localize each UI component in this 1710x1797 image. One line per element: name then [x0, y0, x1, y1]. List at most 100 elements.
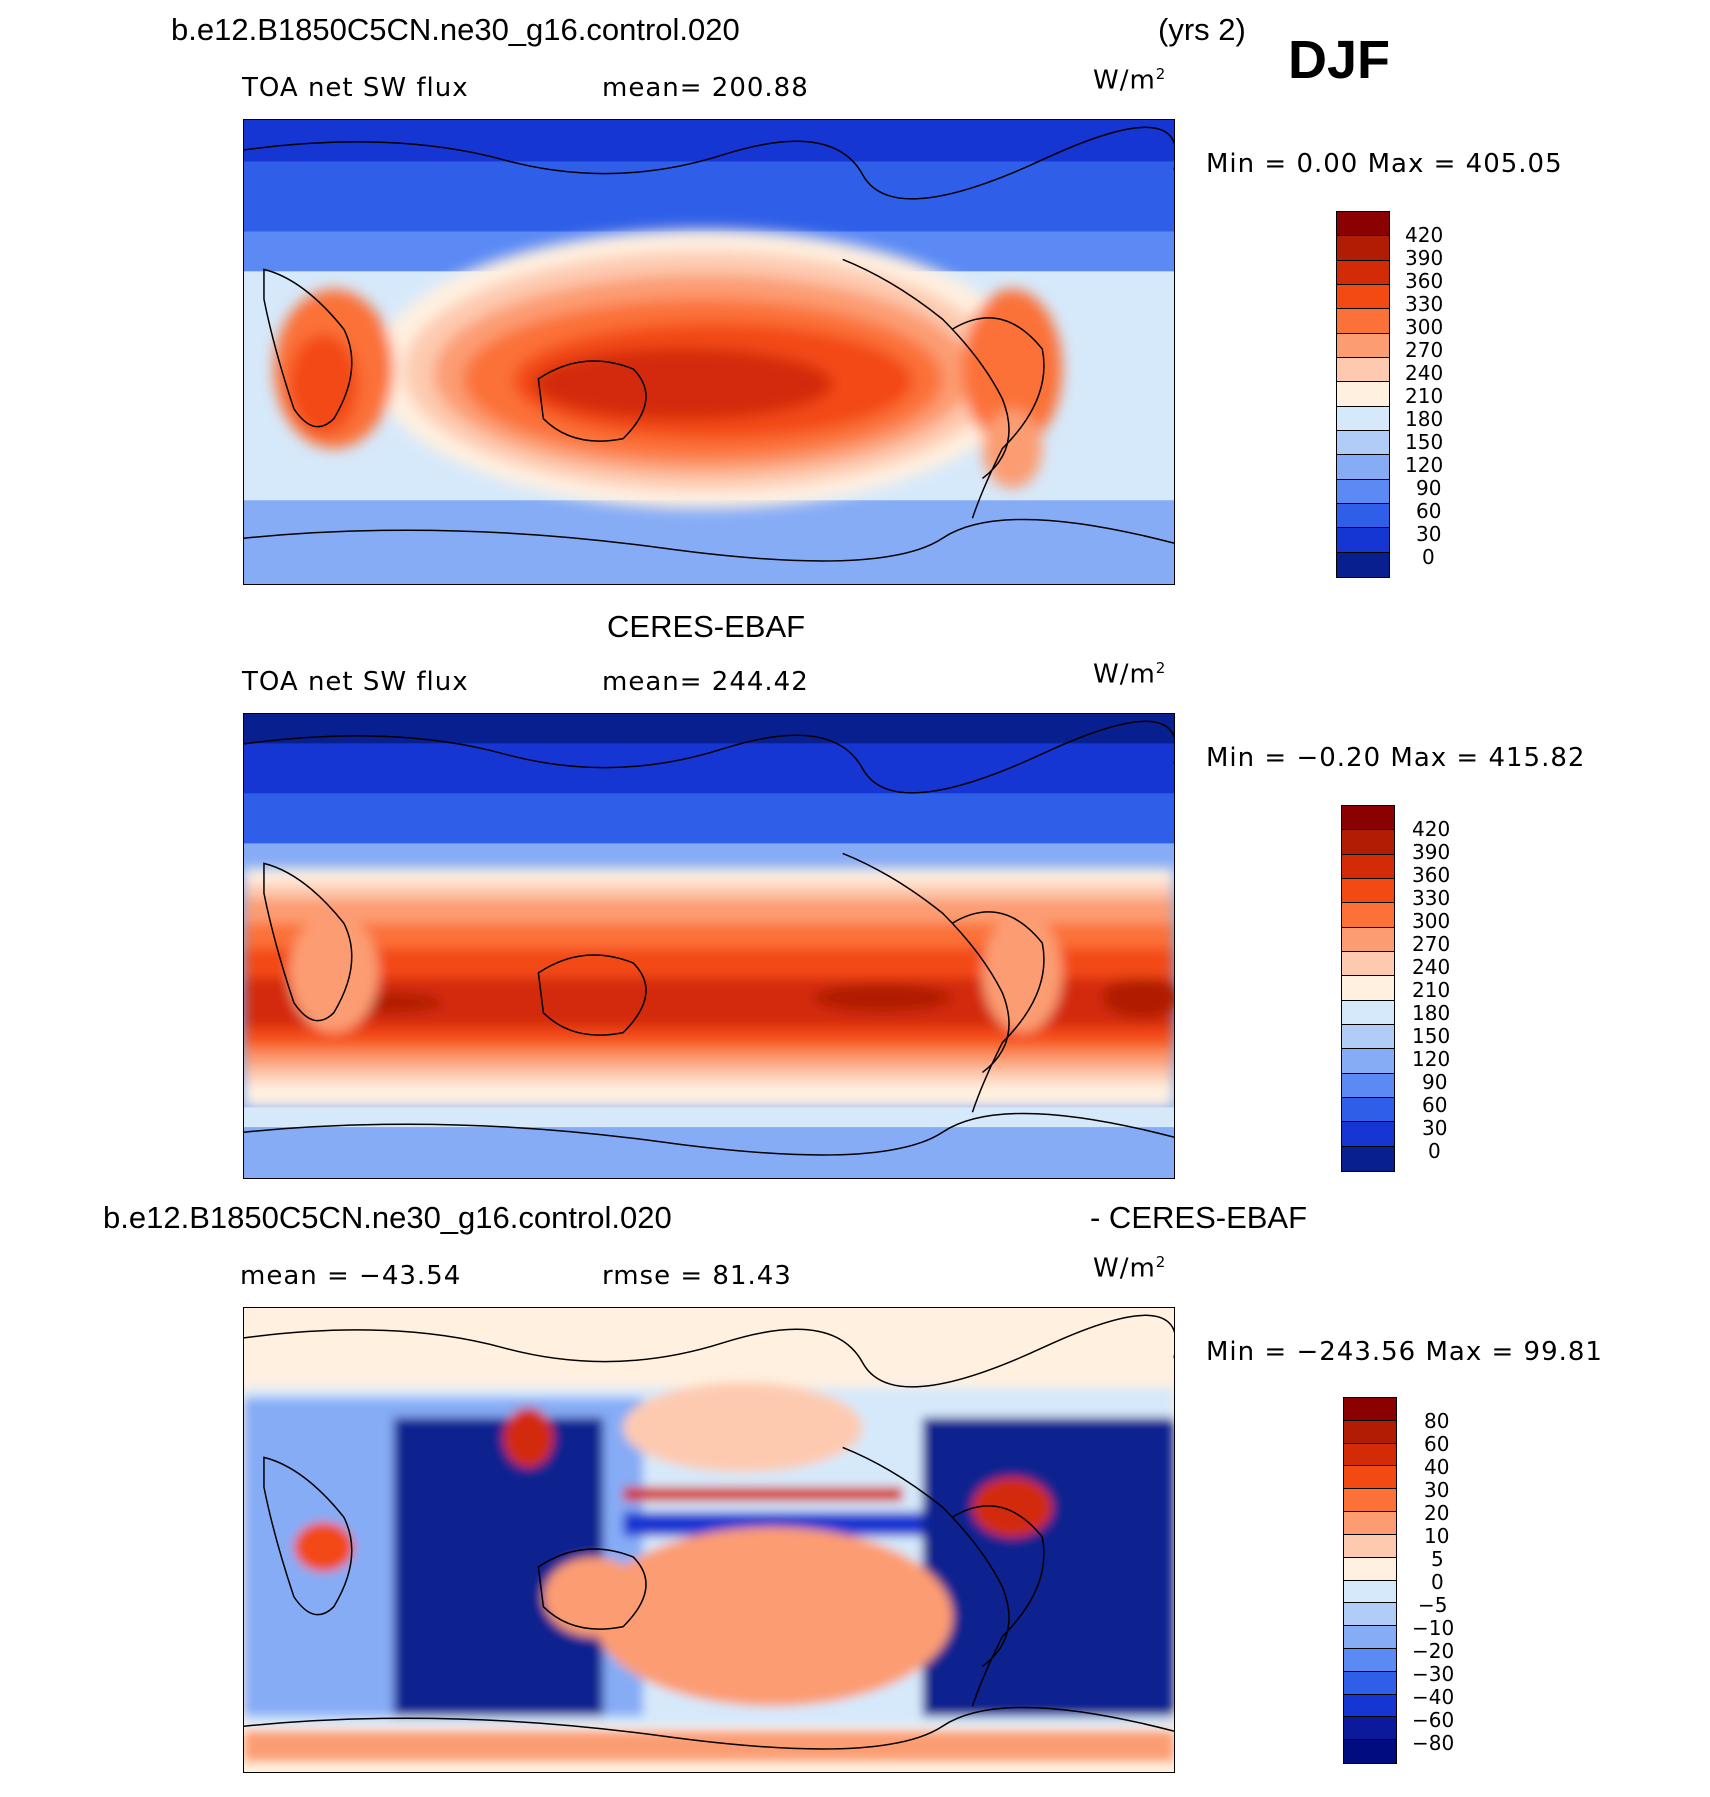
colorbar-label: −80 — [1412, 1731, 1455, 1755]
colorbar-cell — [1344, 1512, 1396, 1535]
colorbar-label: −20 — [1412, 1639, 1455, 1663]
panel3-rmse: rmse = 81.43 — [602, 1261, 792, 1291]
colorbar-label: 330 — [1412, 886, 1451, 910]
panel3-case-suffix: - CERES-EBAF — [1090, 1200, 1308, 1235]
colorbar-label: 30 — [1422, 1116, 1448, 1140]
colorbar-cell — [1344, 1717, 1396, 1741]
colorbar-label: 360 — [1405, 269, 1444, 293]
panel3-map-svg — [244, 1308, 1174, 1772]
colorbar-label: 150 — [1405, 430, 1444, 454]
panel1-mean: mean= 200.88 — [602, 73, 809, 103]
colorbar-label: 330 — [1405, 292, 1444, 316]
colorbar-label: 240 — [1412, 955, 1451, 979]
panel1-units: W/m2 — [1093, 65, 1167, 96]
colorbar-label: 0 — [1431, 1570, 1444, 1594]
panel3-minmax: Min = −243.56 Max = 99.81 — [1206, 1337, 1603, 1367]
colorbar-label: 390 — [1405, 246, 1444, 270]
colorbar-cell — [1344, 1466, 1396, 1490]
colorbar-cell — [1342, 1097, 1394, 1123]
colorbar-cell — [1342, 1000, 1394, 1025]
panel1-variable: TOA net SW flux — [242, 73, 469, 103]
panel2-mean: mean= 244.42 — [602, 667, 809, 697]
colorbar-label: 60 — [1416, 499, 1442, 523]
colorbar-cell — [1337, 357, 1389, 383]
colorbar-cell — [1337, 309, 1389, 334]
panel1-map — [243, 119, 1175, 585]
colorbar-cell — [1344, 1740, 1396, 1763]
colorbar-cell — [1342, 1073, 1394, 1098]
colorbar-cell — [1337, 212, 1389, 237]
colorbar-cell — [1337, 552, 1389, 577]
panel1-colorbar — [1336, 211, 1390, 578]
colorbar-label: 270 — [1412, 932, 1451, 956]
colorbar-cell — [1344, 1557, 1396, 1581]
panel3-colorbar — [1343, 1397, 1397, 1764]
colorbar-label: 120 — [1405, 453, 1444, 477]
colorbar-label: 60 — [1422, 1093, 1448, 1117]
colorbar-label: 150 — [1412, 1024, 1451, 1048]
colorbar-cell — [1337, 382, 1389, 407]
panel2-colorbar — [1341, 805, 1395, 1172]
colorbar-cell — [1337, 430, 1389, 456]
colorbar-label: −10 — [1412, 1616, 1455, 1640]
panel3-map — [243, 1307, 1175, 1773]
colorbar-label: 60 — [1424, 1432, 1450, 1456]
colorbar-label: 10 — [1424, 1524, 1450, 1548]
colorbar-cell — [1344, 1443, 1396, 1467]
panel1-map-svg — [244, 120, 1174, 584]
colorbar-label: 0 — [1422, 545, 1435, 569]
colorbar-cell — [1344, 1626, 1396, 1649]
colorbar-cell — [1342, 903, 1394, 928]
colorbar-cell — [1337, 236, 1389, 261]
colorbar-cell — [1344, 1603, 1396, 1627]
panel2-units: W/m2 — [1093, 659, 1167, 690]
colorbar-cell — [1344, 1580, 1396, 1604]
colorbar-label: 120 — [1412, 1047, 1451, 1071]
colorbar-label: 420 — [1412, 817, 1451, 841]
colorbar-cell — [1344, 1671, 1396, 1695]
colorbar-cell — [1344, 1398, 1396, 1421]
colorbar-cell — [1344, 1694, 1396, 1718]
colorbar-cell — [1342, 878, 1394, 904]
colorbar-cell — [1344, 1489, 1396, 1513]
colorbar-cell — [1337, 333, 1389, 358]
panel2-variable: TOA net SW flux — [242, 667, 469, 697]
panel1-years: (yrs 2) — [1158, 12, 1246, 47]
season-label: DJF — [1288, 30, 1391, 90]
colorbar-label: 390 — [1412, 840, 1451, 864]
colorbar-cell — [1342, 1049, 1394, 1074]
colorbar-label: 300 — [1405, 315, 1444, 339]
colorbar-cell — [1337, 284, 1389, 310]
colorbar-label: 210 — [1405, 384, 1444, 408]
colorbar-label: 240 — [1405, 361, 1444, 385]
colorbar-cell — [1337, 406, 1389, 431]
colorbar-label: 180 — [1405, 407, 1444, 431]
colorbar-label: 360 — [1412, 863, 1451, 887]
colorbar-label: 270 — [1405, 338, 1444, 362]
colorbar-cell — [1337, 260, 1389, 285]
panel3-units: W/m2 — [1093, 1253, 1167, 1284]
colorbar-label: 20 — [1424, 1501, 1450, 1525]
colorbar-label: 90 — [1416, 476, 1442, 500]
colorbar-label: 30 — [1416, 522, 1442, 546]
panel1-minmax: Min = 0.00 Max = 405.05 — [1206, 149, 1563, 179]
colorbar-label: −60 — [1412, 1708, 1455, 1732]
colorbar-cell — [1342, 1024, 1394, 1050]
colorbar-cell — [1344, 1648, 1396, 1672]
colorbar-label: 420 — [1405, 223, 1444, 247]
colorbar-label: 5 — [1431, 1547, 1444, 1571]
colorbar-label: 40 — [1424, 1455, 1450, 1479]
colorbar-label: −40 — [1412, 1685, 1455, 1709]
colorbar-cell — [1344, 1534, 1396, 1558]
colorbar-cell — [1342, 951, 1394, 977]
colorbar-cell — [1342, 1146, 1394, 1171]
colorbar-label: 300 — [1412, 909, 1451, 933]
colorbar-cell — [1337, 528, 1389, 553]
colorbar-label: −30 — [1412, 1662, 1455, 1686]
panel2-map — [243, 713, 1175, 1179]
colorbar-cell — [1342, 830, 1394, 855]
colorbar-cell — [1342, 976, 1394, 1001]
colorbar-cell — [1342, 927, 1394, 952]
panel2-case-title: CERES-EBAF — [607, 609, 806, 644]
